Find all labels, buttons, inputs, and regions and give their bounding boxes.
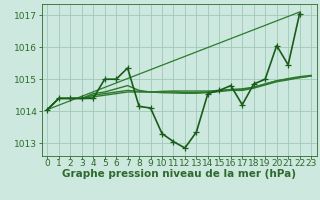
X-axis label: Graphe pression niveau de la mer (hPa): Graphe pression niveau de la mer (hPa) bbox=[62, 169, 296, 179]
